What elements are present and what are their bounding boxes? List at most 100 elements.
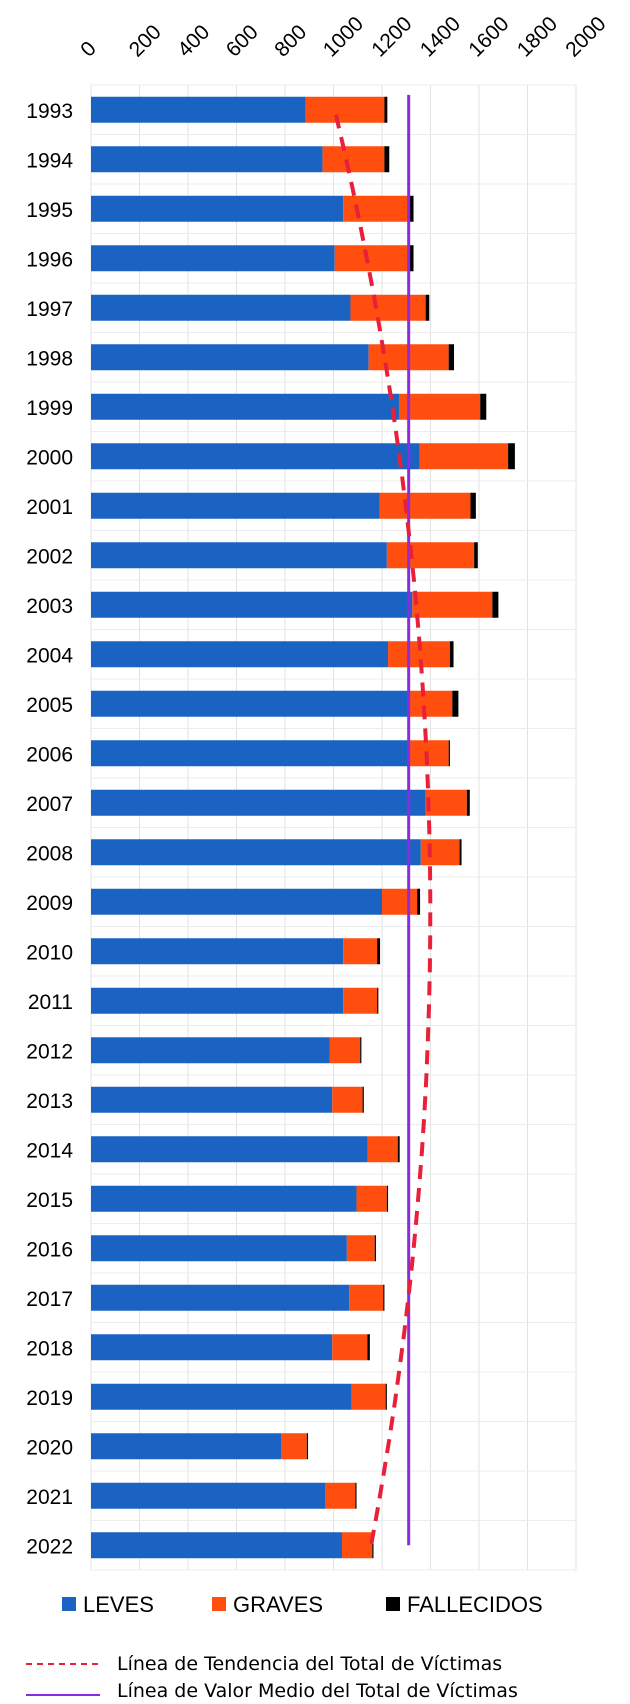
bar-leves	[91, 294, 351, 321]
category-label: 1998	[26, 347, 73, 370]
bar-fallecidos	[377, 938, 381, 965]
category-label: 2011	[28, 991, 73, 1014]
bar-leves	[91, 492, 380, 519]
bar-fallecidos	[508, 443, 515, 470]
category-label: 2012	[26, 1040, 73, 1063]
reference-lines	[333, 94, 433, 1546]
bar-fallecidos	[355, 1482, 357, 1509]
category-label: 2016	[26, 1238, 73, 1261]
category-label: 2020	[26, 1436, 73, 1459]
bar-leves	[91, 344, 369, 371]
bar-graves	[305, 96, 385, 123]
category-label: 2014	[26, 1139, 73, 1162]
legend-swatch-leves	[62, 1597, 76, 1611]
bar-fallecidos	[492, 591, 499, 618]
bar-leves	[91, 146, 323, 173]
bar-leves	[91, 96, 306, 123]
bar-leves	[91, 839, 421, 866]
bar-fallecidos	[386, 1185, 389, 1212]
bar-leves	[91, 789, 426, 816]
bar-fallecidos	[448, 344, 455, 371]
bar-leves	[91, 1037, 330, 1064]
bar-leves	[91, 888, 382, 915]
category-label: 2009	[26, 892, 73, 915]
bar-graves	[425, 789, 467, 816]
bar-leves	[91, 542, 387, 569]
bar-graves	[398, 393, 481, 420]
bar-leves	[91, 938, 344, 965]
category-label: 1997	[26, 298, 73, 321]
bar-leves	[91, 1136, 368, 1163]
category-label: 2006	[26, 743, 73, 766]
bar-leves	[91, 245, 335, 272]
legend-swatch-graves	[212, 1597, 226, 1611]
x-axis-tick-labels: 0 200 400 600 800 1000 1200 1400 1600 1800 2000	[76, 12, 610, 61]
bar-graves	[341, 1532, 373, 1559]
category-label: 2013	[26, 1090, 73, 1113]
category-label: 2008	[26, 842, 73, 865]
bar-leves	[91, 591, 413, 618]
category-label: 1993	[26, 100, 73, 123]
x-tick-label: 1600	[464, 12, 513, 61]
category-label: 2019	[26, 1387, 73, 1410]
bar-leves	[91, 195, 344, 222]
bar-fallecidos	[449, 641, 454, 668]
bar-graves	[379, 492, 471, 519]
bar-fallecidos	[448, 740, 450, 767]
bar-fallecidos	[360, 1037, 362, 1064]
legend-label-graves: GRAVES	[233, 1592, 323, 1617]
bar-fallecidos	[459, 839, 462, 866]
x-tick-label: 1400	[416, 12, 465, 61]
bar-graves	[349, 1284, 384, 1311]
bar-fallecidos	[417, 888, 421, 915]
category-label: 1995	[26, 199, 73, 222]
legend-label-leves: LEVES	[83, 1592, 154, 1617]
legend-label-fallecidos: FALLECIDOS	[407, 1592, 543, 1617]
bar-fallecidos	[374, 1235, 376, 1262]
category-label: 2021	[26, 1486, 73, 1509]
bar-leves	[91, 1482, 326, 1509]
bar-graves	[322, 146, 385, 173]
bar-graves	[332, 1086, 363, 1113]
bar-graves	[356, 1185, 387, 1212]
bar-leves	[91, 393, 399, 420]
category-label: 2005	[26, 694, 73, 717]
x-tick-label: 400	[173, 20, 214, 61]
bar-graves	[334, 245, 409, 272]
category-label: 1999	[26, 397, 73, 420]
bar-fallecidos	[306, 1433, 309, 1460]
category-label: 2007	[26, 793, 73, 816]
bar-fallecidos	[383, 1284, 385, 1311]
bar-graves	[343, 987, 378, 1014]
x-tick-label: 1800	[513, 12, 562, 61]
bar-fallecidos	[474, 542, 478, 569]
bar-graves	[351, 1383, 386, 1410]
category-label: 2018	[26, 1337, 73, 1360]
legend-label-trend: Línea de Tendencia del Total de Víctimas	[117, 1653, 502, 1675]
trend-line	[333, 114, 433, 1546]
legend-swatch-fallecidos	[386, 1597, 400, 1611]
category-label: 2002	[26, 545, 73, 568]
category-label: 1994	[26, 149, 73, 172]
bar-graves	[382, 888, 418, 915]
bar-leves	[91, 1383, 352, 1410]
bars	[91, 96, 515, 1559]
bar-fallecidos	[377, 987, 379, 1014]
x-tick-label: 800	[270, 20, 311, 61]
x-tick-label: 200	[125, 20, 166, 61]
bar-leves	[91, 740, 408, 767]
bar-graves	[346, 1235, 375, 1262]
bar-graves	[325, 1482, 356, 1509]
bar-graves	[407, 690, 453, 717]
category-label: 2017	[26, 1288, 73, 1311]
bar-leves	[91, 1334, 333, 1361]
bar-fallecidos	[408, 245, 414, 272]
bar-leves	[91, 443, 420, 470]
bar-fallecidos	[384, 96, 388, 123]
legend-label-mean: Línea de Valor Medio del Total de Víctim…	[117, 1680, 518, 1702]
bar-leves	[91, 987, 344, 1014]
bar-fallecidos	[372, 1532, 374, 1559]
category-label: 1996	[26, 248, 73, 271]
bar-leves	[91, 1433, 282, 1460]
bar-fallecidos	[367, 1334, 370, 1361]
